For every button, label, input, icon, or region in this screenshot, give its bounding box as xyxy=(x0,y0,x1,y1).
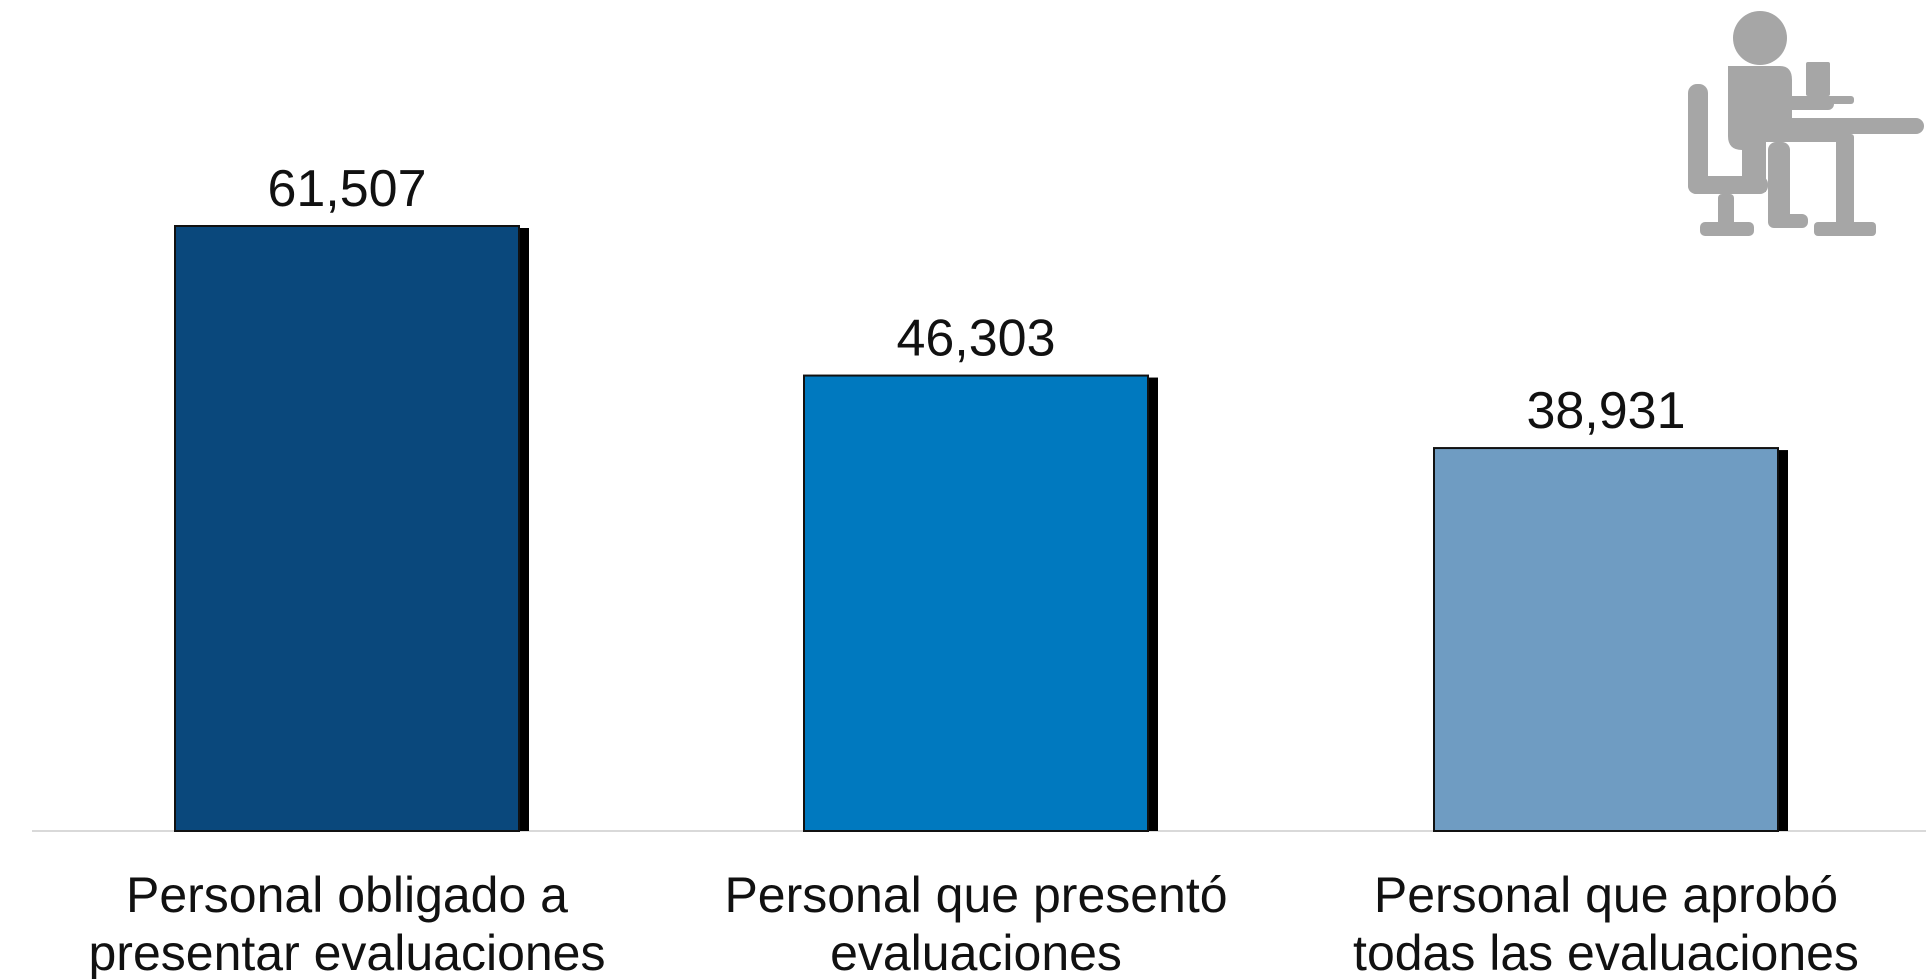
category-tick-label: presentar evaluaciones xyxy=(89,925,606,979)
data-label: 61,507 xyxy=(267,160,426,218)
data-label: 46,303 xyxy=(896,310,1055,368)
bar xyxy=(1433,447,1779,832)
category-tick-label: evaluaciones xyxy=(830,925,1122,979)
category-tick-label: Personal que presentó xyxy=(724,867,1227,923)
category-tick-label: Personal que aprobó xyxy=(1374,867,1838,923)
bar xyxy=(803,374,1149,832)
value-labels-group: 61,507 46,303 38,931 xyxy=(267,160,1685,440)
category-tick-label: todas las evaluaciones xyxy=(1353,925,1859,979)
person-at-desk-icon xyxy=(1688,11,1924,236)
category-tick-label: Personal obligado a xyxy=(126,867,568,923)
data-label: 38,931 xyxy=(1526,382,1685,440)
bar xyxy=(174,225,520,832)
bars-group xyxy=(174,225,1788,832)
